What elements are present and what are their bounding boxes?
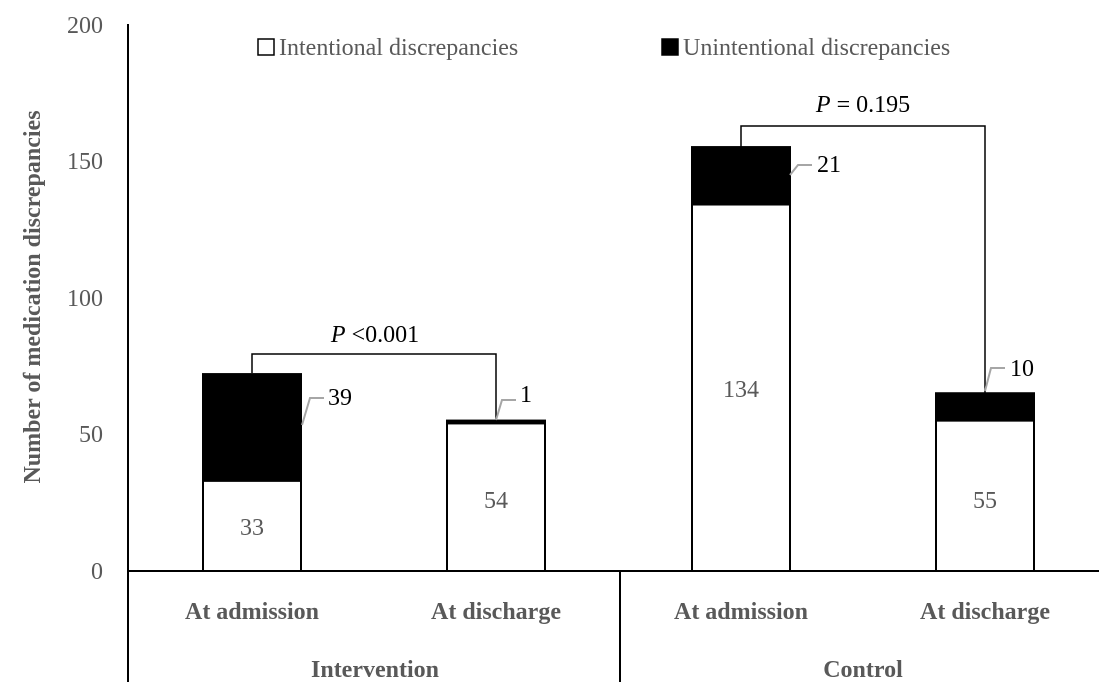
data-label-intentional: 54 bbox=[484, 488, 508, 514]
bar-segment-unintentional bbox=[936, 393, 1034, 420]
data-label-unintentional: 10 bbox=[1010, 356, 1034, 382]
category-label: At discharge bbox=[431, 599, 561, 625]
category-label: At admission bbox=[674, 599, 808, 625]
leader-line bbox=[302, 398, 324, 425]
data-label-intentional: 55 bbox=[973, 488, 997, 514]
data-label-unintentional: 21 bbox=[817, 152, 841, 178]
legend-swatch-intentional bbox=[258, 39, 274, 55]
y-tick-label: 150 bbox=[67, 149, 103, 175]
y-tick-label: 50 bbox=[79, 422, 103, 448]
p-value-label: P <0.001 bbox=[330, 322, 419, 348]
leader-line bbox=[496, 400, 516, 420]
data-label-unintentional: 1 bbox=[520, 382, 532, 408]
data-label-leaders bbox=[302, 165, 1005, 425]
y-tick-label: 0 bbox=[91, 559, 103, 585]
leader-line bbox=[790, 165, 812, 175]
y-tick-label: 100 bbox=[67, 286, 103, 312]
data-label-intentional: 134 bbox=[723, 377, 759, 403]
legend-label-intentional: Intentional discrepancies bbox=[279, 35, 518, 61]
category-labels: At admission At discharge At admission A… bbox=[185, 599, 1050, 625]
category-label: At admission bbox=[185, 599, 319, 625]
inside-data-labels: 33 54 134 55 bbox=[240, 377, 997, 541]
y-tick-labels: 0 50 100 150 200 bbox=[67, 13, 103, 585]
group-label-intervention: Intervention bbox=[311, 657, 439, 682]
data-label-intentional: 33 bbox=[240, 515, 264, 541]
leader-line bbox=[985, 368, 1005, 391]
bars bbox=[203, 147, 1034, 571]
y-axis-label: Number of medication discrepancies bbox=[20, 110, 46, 483]
data-label-unintentional: 39 bbox=[328, 385, 352, 411]
legend-swatch-unintentional bbox=[662, 39, 678, 55]
legend: Intentional discrepancies Unintentional … bbox=[258, 35, 950, 61]
category-label: At discharge bbox=[920, 599, 1050, 625]
y-tick-label: 200 bbox=[67, 13, 103, 39]
p-value-label: P = 0.195 bbox=[815, 92, 910, 118]
legend-label-unintentional: Unintentional discrepancies bbox=[683, 35, 950, 61]
group-label-control: Control bbox=[823, 657, 903, 682]
bar-segment-unintentional bbox=[203, 374, 301, 481]
outside-data-labels: 39 1 21 10 bbox=[328, 152, 1034, 411]
bar-segment-unintentional bbox=[692, 147, 790, 204]
